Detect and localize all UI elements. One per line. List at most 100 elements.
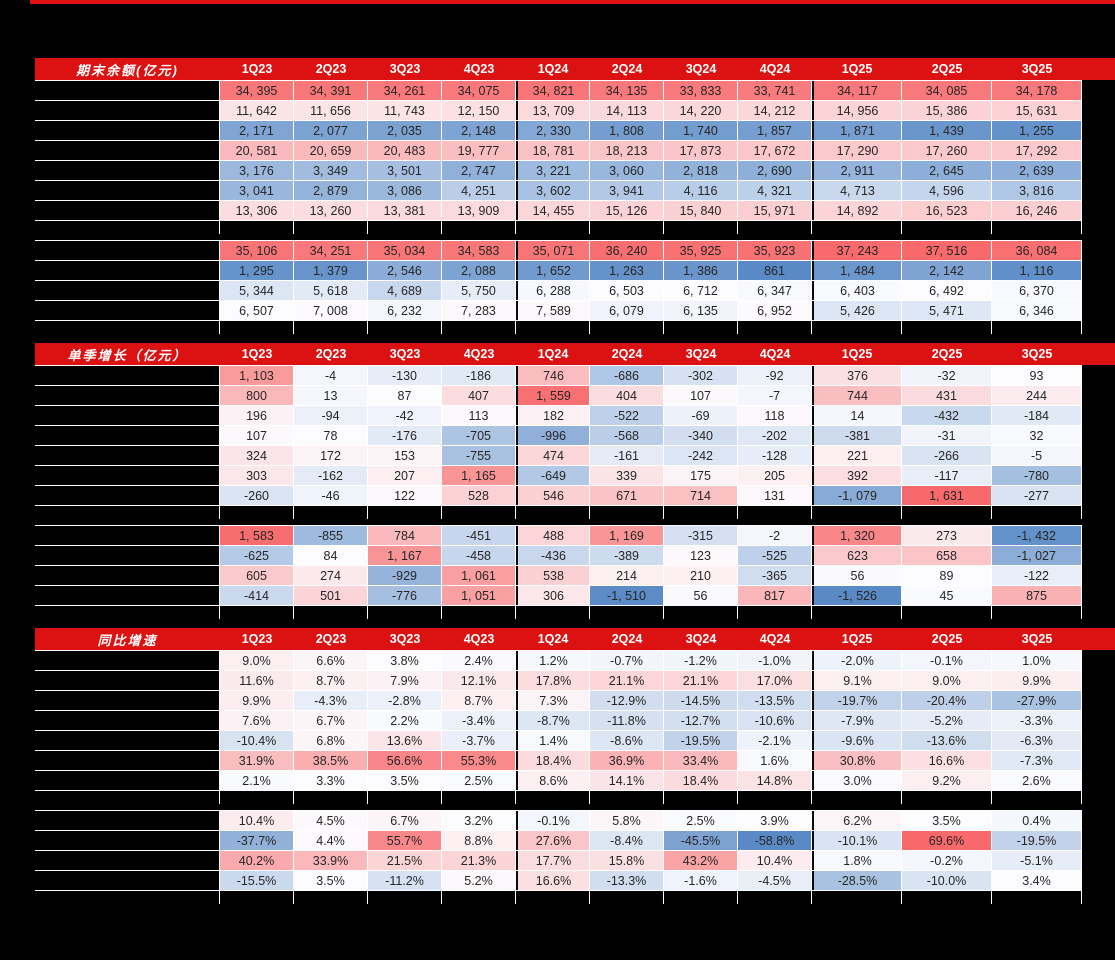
column-header: 3Q23: [389, 62, 421, 76]
column-header: 1Q23: [241, 632, 273, 646]
value-cell: 14, 220: [664, 101, 738, 120]
value-cell: 2.5%: [442, 771, 516, 790]
value-cell: 1, 631: [902, 486, 992, 505]
value-cell: -705: [442, 426, 516, 445]
value-cell: 2, 818: [664, 161, 738, 180]
value-cell: 6.7%: [368, 811, 442, 830]
value-cell: 6.7%: [294, 711, 368, 730]
grid-tick: [738, 321, 812, 334]
grid-tick: [442, 791, 516, 804]
table-row: 13, 306 13, 260 13, 381 13, 909 14, 455 15, 1…: [35, 201, 1082, 221]
value-cell: 1, 652: [516, 261, 590, 280]
table-section: 单季增长（亿元） 1Q23 2Q23 3Q23 4Q23 1Q24 2Q24 3Q24 4Q24…: [35, 343, 1115, 619]
grid-tick: [590, 221, 664, 234]
value-cell: 34, 261: [368, 81, 442, 100]
section-title: 单季增长（亿元）: [67, 347, 188, 363]
row-label-redacted: [35, 121, 220, 140]
value-cell: 34, 117: [812, 81, 902, 100]
value-cell: 36, 084: [992, 241, 1082, 260]
table-row: -260 -46 122 528 546 671 714 131 -1, 079 1, 631 -2…: [35, 486, 1082, 506]
value-cell: 15.8%: [590, 851, 664, 870]
grid-tick: [590, 891, 664, 904]
value-cell: -8.6%: [590, 731, 664, 750]
table-row: -37.7% 4.4% 55.7% 8.8% 27.6% -8.4% -45.5% -58.8…: [35, 831, 1082, 851]
value-cell: 7, 589: [516, 301, 590, 320]
value-cell: 1, 167: [368, 546, 442, 565]
value-cell: -776: [368, 586, 442, 605]
value-cell: 7, 283: [442, 301, 516, 320]
grid-tick: [368, 891, 442, 904]
value-cell: 3, 941: [590, 181, 664, 200]
value-cell: 6, 492: [902, 281, 992, 300]
grid-tick: [516, 321, 590, 334]
value-cell: 4, 689: [368, 281, 442, 300]
value-cell: 113: [442, 406, 516, 425]
value-cell: 2, 077: [294, 121, 368, 140]
table-block: 1, 103 -4 -130 -186 746 -686 -302 -92 376 -32 93 80…: [35, 365, 1082, 506]
value-cell: 2, 171: [220, 121, 294, 140]
value-cell: -755: [442, 446, 516, 465]
grid-tick: [992, 791, 1082, 804]
table-row: 196 -94 -42 113 182 -522 -69 118 14 -432 -184: [35, 406, 1082, 426]
value-cell: -451: [442, 526, 516, 545]
value-cell: 207: [368, 466, 442, 485]
value-cell: -0.2%: [902, 851, 992, 870]
value-cell: 14, 113: [590, 101, 664, 120]
value-cell: 214: [590, 566, 664, 585]
grid-tick: [294, 221, 368, 234]
value-cell: 5.2%: [442, 871, 516, 890]
value-cell: 1, 583: [220, 526, 294, 545]
grid-tick: [738, 791, 812, 804]
value-cell: -0.1%: [902, 651, 992, 670]
grid-tick: [590, 321, 664, 334]
value-cell: 13, 709: [516, 101, 590, 120]
grid-tick: [902, 321, 992, 334]
column-header: 1Q24: [537, 632, 569, 646]
value-cell: 14.1%: [590, 771, 664, 790]
column-header: 4Q23: [463, 347, 495, 361]
row-label-redacted: [35, 751, 220, 770]
value-cell: 122: [368, 486, 442, 505]
column-header: 1Q25: [841, 62, 873, 76]
value-cell: -780: [992, 466, 1082, 485]
value-cell: 33, 741: [738, 81, 812, 100]
value-cell: 13, 909: [442, 201, 516, 220]
value-cell: 6.8%: [294, 731, 368, 750]
value-cell: -649: [516, 466, 590, 485]
value-cell: 3.3%: [294, 771, 368, 790]
value-cell: 1, 051: [442, 586, 516, 605]
table-row: 303 -162 207 1, 165 -649 339 175 205 392 -117 -780: [35, 466, 1082, 486]
value-cell: -2.8%: [368, 691, 442, 710]
value-cell: 56.6%: [368, 751, 442, 770]
value-cell: 14, 455: [516, 201, 590, 220]
value-cell: 2.6%: [992, 771, 1082, 790]
value-cell: 43.2%: [664, 851, 738, 870]
value-cell: 196: [220, 406, 294, 425]
value-cell: -1, 526: [812, 586, 902, 605]
grid-tick: [368, 321, 442, 334]
value-cell: 2, 088: [442, 261, 516, 280]
grid-tick: [516, 891, 590, 904]
value-cell: 78: [294, 426, 368, 445]
value-cell: 14, 956: [812, 101, 902, 120]
value-cell: -161: [590, 446, 664, 465]
value-cell: -277: [992, 486, 1082, 505]
value-cell: 21.5%: [368, 851, 442, 870]
value-cell: 40.2%: [220, 851, 294, 870]
grid-tick: [590, 506, 664, 519]
value-cell: 1.0%: [992, 651, 1082, 670]
value-cell: 2, 639: [992, 161, 1082, 180]
value-cell: -0.1%: [516, 811, 590, 830]
table-block: 34, 395 34, 391 34, 261 34, 075 34, 821 34, 1…: [35, 80, 1082, 221]
value-cell: -3.7%: [442, 731, 516, 750]
section-gap: [35, 619, 1115, 628]
value-cell: 6, 288: [516, 281, 590, 300]
value-cell: 38.5%: [294, 751, 368, 770]
value-cell: -31: [902, 426, 992, 445]
value-cell: 3.9%: [738, 811, 812, 830]
value-cell: 13, 306: [220, 201, 294, 220]
value-cell: 800: [220, 386, 294, 405]
table-row: 9.9% -4.3% -2.8% 8.7% 7.3% -12.9% -14.5% -13.5%…: [35, 691, 1082, 711]
value-cell: 33.4%: [664, 751, 738, 770]
